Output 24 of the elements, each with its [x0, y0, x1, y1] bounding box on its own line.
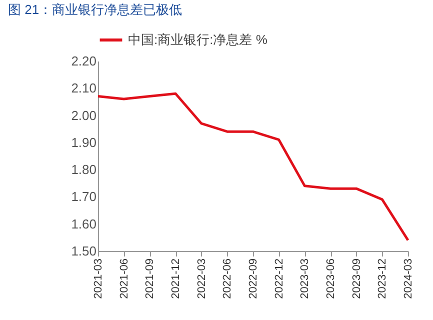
y-tick-label: 2.20 — [71, 54, 96, 68]
line-series — [96, 92, 410, 242]
x-tick-label: 2022-09 — [248, 258, 260, 299]
y-tick-label: 2.10 — [71, 80, 96, 96]
y-tick-label: 1.50 — [71, 244, 96, 258]
x-tick-label: 2022-06 — [222, 258, 234, 299]
x-tick-label: 2021-03 — [92, 258, 104, 299]
chart-title: 图 21：商业银行净息差已极低 — [8, 2, 182, 17]
y-tick-label: 1.90 — [71, 134, 96, 150]
x-tick-label: 2022-12 — [273, 258, 286, 299]
x-tick-label: 2021-12 — [170, 258, 182, 299]
y-tick-label: 1.70 — [71, 189, 96, 204]
x-tick-label: 2023-03 — [299, 258, 312, 299]
x-tick-label: 2023-12 — [376, 258, 389, 299]
x-tick-label: 2021-09 — [144, 258, 156, 299]
y-tick-label: 2.00 — [71, 108, 96, 123]
y-tick-label: 1.80 — [71, 162, 96, 178]
x-tick-label: 2023-09 — [350, 258, 363, 299]
y-tick-label: 1.60 — [71, 216, 96, 232]
x-tick-label: 2022-03 — [196, 258, 208, 299]
x-tick-label: 2024-03 — [402, 258, 414, 299]
x-tick-label: 2023-06 — [325, 258, 337, 299]
legend-label: 中国:商业银行:净息差 % — [128, 32, 268, 47]
x-tick-label: 2021-06 — [118, 258, 130, 299]
